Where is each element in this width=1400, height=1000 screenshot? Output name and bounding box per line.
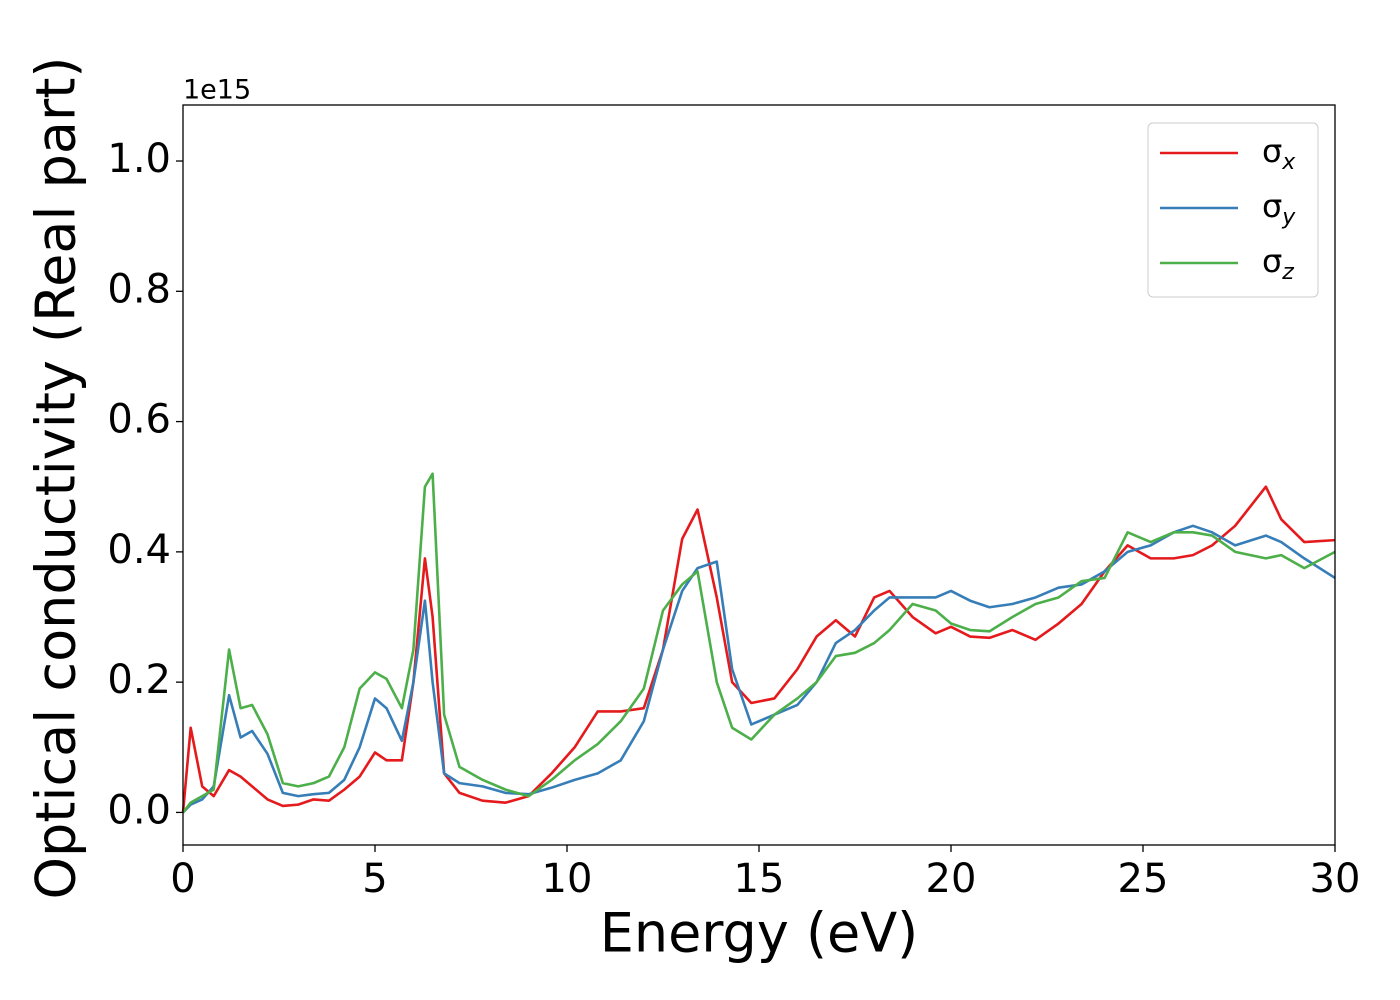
legend-label: σx: [1262, 132, 1296, 175]
y-offset-label: 1e15: [183, 75, 251, 106]
y-tick-label: 0.0: [107, 787, 171, 833]
legend-box: [1147, 122, 1319, 298]
x-tick-label: 10: [542, 856, 593, 902]
x-tick-label: 15: [734, 856, 785, 902]
line-series: [182, 524, 1336, 814]
y-tick-label: 0.2: [107, 657, 171, 703]
line-series: [181, 485, 1336, 813]
x-tick-label: 5: [362, 856, 387, 902]
x-tick-label: 30: [1310, 856, 1361, 902]
plot-frame: [182, 104, 1336, 846]
legend-label: σy: [1262, 187, 1296, 230]
y-tick-label: 1.0: [107, 136, 171, 182]
y-axis-label: Optical conductivity (Real part): [25, 57, 88, 900]
legend-label: σz: [1262, 242, 1294, 285]
x-axis-label: Energy (eV): [600, 902, 919, 965]
line-series: [181, 472, 1336, 814]
y-tick-label: 0.8: [107, 266, 171, 312]
x-tick-label: 0: [170, 856, 195, 902]
y-tick-label: 0.4: [107, 527, 171, 573]
y-tick-label: 0.6: [107, 397, 171, 443]
x-tick-label: 20: [926, 856, 977, 902]
x-tick-label: 25: [1118, 856, 1169, 902]
